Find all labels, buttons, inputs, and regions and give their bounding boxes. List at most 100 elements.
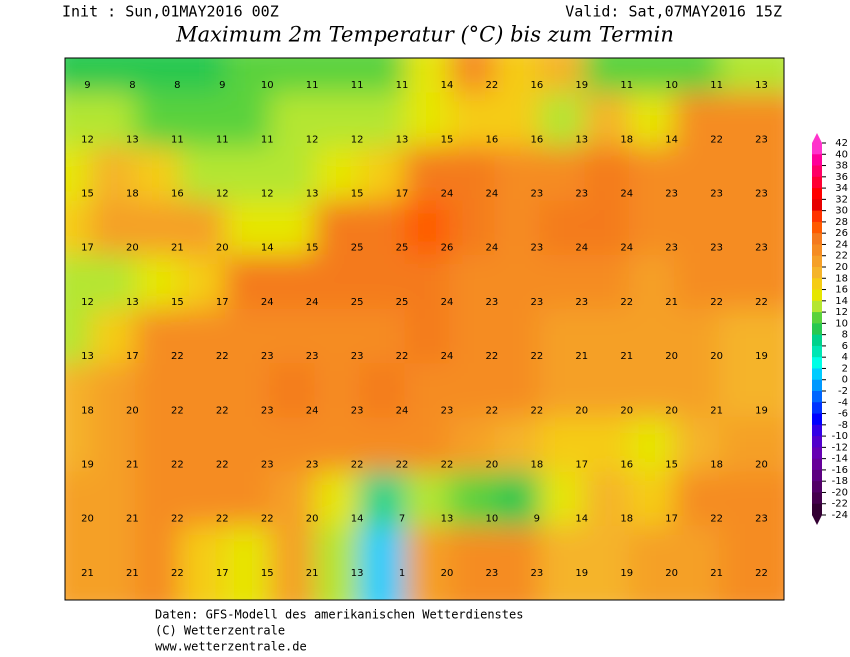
temp-value: 22 xyxy=(171,514,184,525)
temp-value: 13 xyxy=(441,514,454,525)
temp-value: 12 xyxy=(81,134,94,145)
temp-value: 23 xyxy=(441,405,454,416)
colorbar-label: 26 xyxy=(835,228,848,239)
temp-value: 25 xyxy=(396,297,409,308)
temp-value: 20 xyxy=(306,514,319,525)
temp-value: 18 xyxy=(126,189,139,200)
temp-value: 24 xyxy=(620,243,633,254)
temp-value: 25 xyxy=(396,243,409,254)
colorbar-label: 36 xyxy=(835,172,848,183)
colorbar-label: 34 xyxy=(835,183,848,194)
colorbar-label: -20 xyxy=(832,487,848,498)
temp-value: 14 xyxy=(441,80,454,91)
temp-value: 13 xyxy=(575,134,588,145)
colorbar-label: -12 xyxy=(832,442,848,453)
colorbar-label: 28 xyxy=(835,217,848,228)
colorbar-label: -8 xyxy=(838,420,848,431)
temp-value: 15 xyxy=(261,568,274,579)
colorbar-label: 4 xyxy=(842,352,848,363)
temp-value: 20 xyxy=(710,351,723,362)
temp-value: 23 xyxy=(261,460,274,471)
temp-value: 8 xyxy=(129,80,135,91)
temp-value: 18 xyxy=(710,460,723,471)
temp-value: 21 xyxy=(81,568,94,579)
colorbar-label: 20 xyxy=(835,262,848,273)
colorbar-segment xyxy=(812,424,822,437)
temp-value: 17 xyxy=(396,189,409,200)
temp-value: 17 xyxy=(126,351,139,362)
temp-value: 16 xyxy=(530,134,543,145)
temp-value: 22 xyxy=(171,568,184,579)
temp-value: 20 xyxy=(126,243,139,254)
temp-value: 23 xyxy=(710,189,723,200)
temp-value: 20 xyxy=(755,460,768,471)
temp-value: 22 xyxy=(396,460,409,471)
colorbar-segment xyxy=(812,300,822,313)
temp-value: 24 xyxy=(306,405,319,416)
temp-value: 13 xyxy=(351,568,364,579)
temp-value: 24 xyxy=(261,297,274,308)
colorbar-segment xyxy=(812,210,822,223)
colorbar-segment xyxy=(812,334,822,347)
temp-value: 21 xyxy=(126,568,139,579)
temp-value: 23 xyxy=(306,351,319,362)
temp-value: 19 xyxy=(81,460,94,471)
colorbar-segment xyxy=(812,458,822,471)
colorbar-segment xyxy=(812,469,822,482)
init-text: Init : Sun,01MAY2016 00Z xyxy=(62,3,279,21)
temp-value: 20 xyxy=(575,405,588,416)
temp-value: 17 xyxy=(665,514,678,525)
colorbar-label: 12 xyxy=(835,307,848,318)
colorbar-label: 22 xyxy=(835,251,848,262)
temp-value: 24 xyxy=(306,297,319,308)
temp-value: 22 xyxy=(486,80,499,91)
colorbar-segment xyxy=(812,368,822,381)
colorbar-segment xyxy=(812,447,822,460)
temp-value: 19 xyxy=(575,80,588,91)
temp-value: 22 xyxy=(396,351,409,362)
temp-value: 10 xyxy=(665,80,678,91)
colorbar-segment xyxy=(812,492,822,505)
temp-value: 19 xyxy=(755,351,768,362)
temp-value: 23 xyxy=(261,351,274,362)
colorbar-label: -10 xyxy=(832,431,848,442)
colorbar-segment xyxy=(812,413,822,426)
temp-value: 1 xyxy=(399,568,405,579)
temp-value: 12 xyxy=(81,297,94,308)
temp-value: 17 xyxy=(81,243,94,254)
colorbar-segment xyxy=(812,481,822,493)
temp-value: 23 xyxy=(755,514,768,525)
temp-value: 16 xyxy=(171,189,184,200)
temp-value: 18 xyxy=(81,405,94,416)
temp-value: 23 xyxy=(486,297,499,308)
temp-value: 20 xyxy=(126,405,139,416)
temp-value: 23 xyxy=(351,405,364,416)
temp-value: 21 xyxy=(620,351,633,362)
temp-value: 13 xyxy=(755,80,768,91)
colorbar-label: 30 xyxy=(835,206,848,217)
temp-value: 11 xyxy=(396,80,409,91)
temp-cell xyxy=(719,525,784,600)
temp-value: 22 xyxy=(530,405,543,416)
temp-value: 22 xyxy=(216,405,229,416)
temp-value: 23 xyxy=(530,568,543,579)
temp-value: 14 xyxy=(351,514,364,525)
temp-value: 22 xyxy=(486,405,499,416)
map-frame xyxy=(64,57,785,601)
temp-value: 24 xyxy=(441,297,454,308)
colorbar-bottom-arrow xyxy=(812,515,822,525)
colorbar-segment xyxy=(812,176,822,189)
colorbar-segment xyxy=(812,188,822,200)
temp-value: 9 xyxy=(219,80,225,91)
colorbar-segment xyxy=(812,233,822,245)
temp-value: 21 xyxy=(306,568,319,579)
colorbar-label: -18 xyxy=(832,476,848,487)
footer-copyright: (C) Wetterzentrale xyxy=(155,624,285,638)
temp-value: 22 xyxy=(710,297,723,308)
temp-value: 15 xyxy=(665,460,678,471)
temp-value: 21 xyxy=(126,514,139,525)
temp-value: 11 xyxy=(261,134,274,145)
